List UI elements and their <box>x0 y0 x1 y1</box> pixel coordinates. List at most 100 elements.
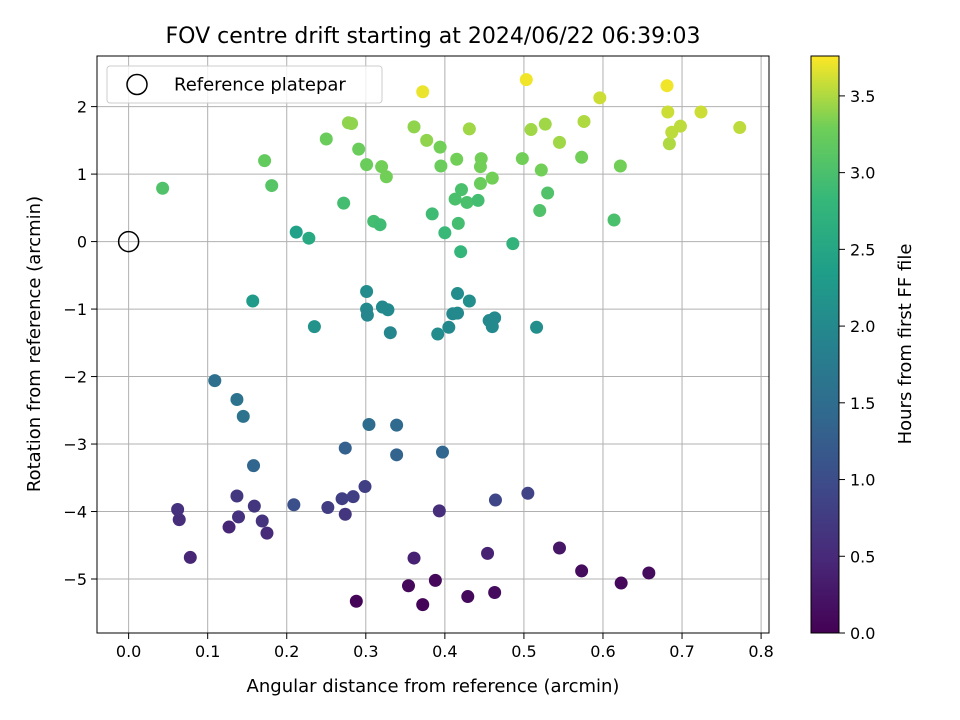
data-point <box>222 520 236 534</box>
data-point <box>451 216 465 230</box>
data-point <box>335 492 349 506</box>
data-point <box>373 218 387 232</box>
data-point <box>230 393 244 407</box>
plot-area-frame <box>96 55 770 634</box>
data-point <box>375 160 389 174</box>
data-point <box>524 123 538 137</box>
data-point <box>425 207 439 221</box>
data-point <box>379 170 393 184</box>
data-point <box>515 152 529 166</box>
data-point <box>552 541 566 555</box>
data-point <box>454 245 468 259</box>
colorbar-gradient <box>811 56 839 633</box>
data-point <box>541 186 555 200</box>
data-point <box>346 490 360 504</box>
colorbar-label: Hours from first FF file <box>895 244 916 445</box>
data-point <box>358 480 372 494</box>
data-point <box>577 114 591 128</box>
colorbar-tick-label: 3.5 <box>850 87 875 106</box>
colorbar-tick-label: 2.5 <box>850 240 875 259</box>
data-point <box>307 320 321 334</box>
y-tick-label: −1 <box>63 300 87 319</box>
data-point <box>474 152 488 166</box>
x-tick-label: 0.3 <box>353 642 378 661</box>
data-point <box>733 121 747 135</box>
x-tick-label: 0.4 <box>432 642 457 661</box>
data-point <box>302 231 316 245</box>
data-point <box>575 564 589 578</box>
data-point <box>232 510 246 524</box>
data-point <box>362 417 376 431</box>
data-point <box>401 579 415 593</box>
data-point <box>473 177 487 191</box>
data-point <box>236 409 250 423</box>
data-point <box>521 486 535 500</box>
y-tick-label: 0 <box>77 233 87 252</box>
data-point <box>462 122 476 136</box>
data-point <box>319 132 333 146</box>
data-point <box>183 550 197 564</box>
data-point <box>438 226 452 240</box>
data-point <box>607 213 621 227</box>
data-point <box>673 119 687 133</box>
y-tick-label: −5 <box>63 570 87 589</box>
data-point <box>442 320 456 334</box>
y-ticks: −5 −4 −3 −2 −1 0 1 2 <box>63 98 97 589</box>
data-point <box>383 326 397 340</box>
data-point <box>247 459 261 473</box>
data-point <box>416 85 430 99</box>
data-point <box>352 142 366 156</box>
data-point <box>407 120 421 134</box>
data-point <box>360 285 374 299</box>
x-tick-label: 0.6 <box>590 642 615 661</box>
colorbar-tick-label: 1.0 <box>850 471 875 490</box>
chart-title: FOV centre drift starting at 2024/06/22 … <box>166 24 701 49</box>
x-tick-label: 0.2 <box>274 642 299 661</box>
data-point <box>287 498 301 512</box>
data-point <box>432 504 446 518</box>
colorbar-ticks: 0.0 0.5 1.0 1.5 2.0 2.5 3.0 3.5 <box>839 87 875 643</box>
data-point <box>416 598 430 612</box>
data-point <box>451 306 465 320</box>
y-tick-label: 1 <box>77 165 87 184</box>
data-point <box>321 500 335 514</box>
x-tick-label: 0.0 <box>116 642 141 661</box>
data-point <box>208 374 222 388</box>
data-point <box>435 445 449 459</box>
data-point <box>462 294 476 308</box>
data-point <box>338 507 352 521</box>
data-point <box>390 418 404 432</box>
data-point <box>461 590 475 604</box>
y-tick-label: −4 <box>63 503 87 522</box>
data-point <box>538 117 552 131</box>
y-tick-label: 2 <box>77 98 87 117</box>
data-point <box>534 163 548 177</box>
data-point <box>519 73 533 87</box>
data-point <box>614 576 628 590</box>
x-tick-label: 0.1 <box>195 642 220 661</box>
data-point <box>448 192 462 206</box>
colorbar-tick-label: 0.5 <box>850 547 875 566</box>
data-point <box>488 311 502 325</box>
legend-marker-reference <box>126 73 148 96</box>
y-axis-label: Rotation from reference (arcmin) <box>24 196 45 492</box>
data-point <box>533 204 547 218</box>
data-point <box>485 171 499 185</box>
data-point <box>172 513 186 527</box>
data-point <box>289 225 303 239</box>
data-point <box>156 181 170 195</box>
y-tick-label: −3 <box>63 435 87 454</box>
data-point <box>428 573 442 587</box>
colorbar-tick-label: 3.0 <box>850 164 875 183</box>
colorbar-tick-label: 2.0 <box>850 317 875 336</box>
x-axis-label: Angular distance from reference (arcmin) <box>247 676 620 697</box>
data-point <box>349 594 363 608</box>
grid <box>97 56 769 633</box>
data-point <box>433 140 447 154</box>
data-point <box>230 489 244 503</box>
x-tick-label: 0.7 <box>669 642 694 661</box>
data-point <box>390 448 404 462</box>
colorbar-tick-label: 1.5 <box>850 394 875 413</box>
data-point <box>360 158 374 172</box>
